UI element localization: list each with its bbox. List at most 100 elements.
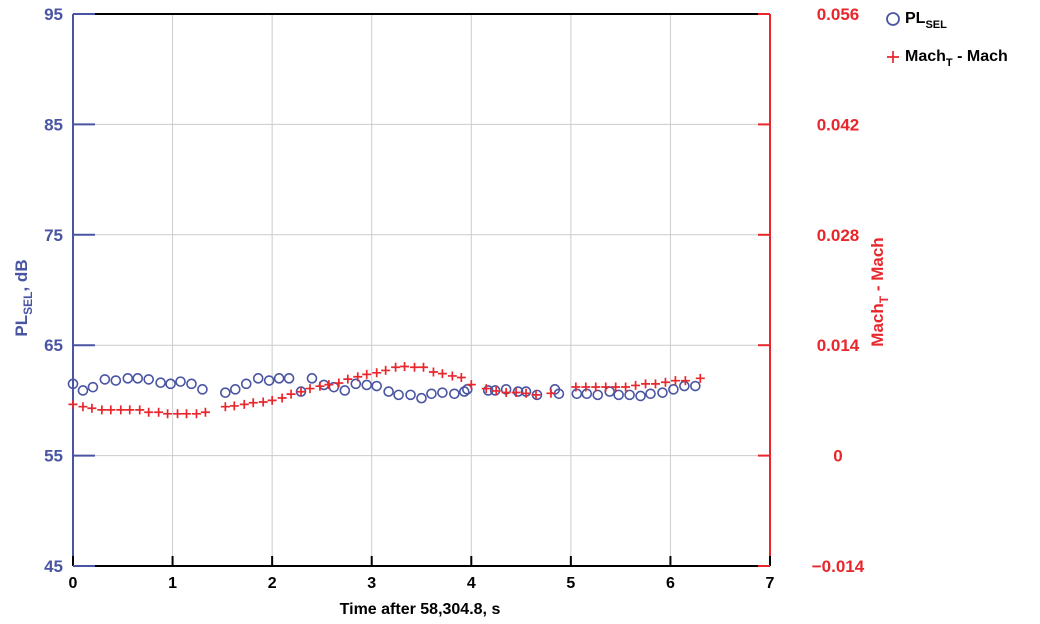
legend-marker-circle [886, 12, 900, 26]
data-point-pl-sel [393, 389, 404, 401]
data-point-pl-sel [645, 388, 656, 400]
x-tick-label: 4 [467, 575, 476, 592]
data-point-mach-diff [78, 402, 88, 412]
data-point-pl-sel [197, 384, 208, 395]
data-point-pl-sel [77, 385, 89, 396]
data-point-mach-diff [481, 384, 491, 394]
plot-frame [72, 13, 771, 567]
data-point-pl-sel [306, 373, 318, 384]
data-point-mach-diff [173, 409, 183, 419]
data-point-mach-diff [200, 407, 210, 417]
x-tick-label: 6 [666, 575, 675, 592]
data-point-mach-diff [650, 379, 660, 389]
data-point-mach-diff [116, 405, 126, 415]
data-point-mach-diff [437, 369, 447, 379]
data-point-pl-sel [679, 380, 690, 392]
y-right-label-sub: T [877, 295, 891, 303]
data-point-mach-diff [353, 372, 363, 382]
legend-2-sub: T [946, 57, 953, 69]
data-point-pl-sel [613, 389, 624, 401]
data-point-mach-diff [591, 382, 601, 392]
data-point-mach-diff [428, 367, 438, 377]
x-tick-label: 3 [367, 575, 376, 592]
data-point-mach-diff [501, 388, 511, 398]
data-point-pl-sel [668, 384, 679, 395]
data-point-pl-sel [512, 386, 524, 397]
data-point-mach-diff [68, 399, 78, 409]
legend-item-pl-sel [886, 12, 900, 26]
data-point-pl-sel [283, 373, 295, 384]
data-point-mach-diff [546, 388, 556, 398]
data-point-pl-sel [132, 373, 144, 384]
data-point-mach-diff [182, 409, 192, 419]
y-left-tick-label: 75 [44, 226, 63, 245]
y-left-tick-label: 95 [44, 5, 63, 24]
data-point-mach-diff [277, 393, 287, 403]
data-point-pl-sel [175, 376, 186, 387]
data-point-pl-sel [252, 373, 264, 384]
data-point-mach-diff [418, 362, 428, 372]
legend-1-sub: SEL [925, 19, 947, 31]
x-tick-label: 7 [766, 575, 775, 592]
data-point-pl-sel [657, 387, 668, 398]
series-mach-diff [68, 361, 705, 419]
data-point-mach-diff [680, 376, 690, 386]
data-point-pl-sel [273, 373, 285, 384]
data-point-pl-sel [186, 378, 197, 390]
data-point-pl-sel [383, 386, 394, 397]
data-point-mach-diff [229, 401, 239, 411]
data-point-mach-diff [400, 361, 410, 371]
data-point-mach-diff [581, 382, 591, 392]
data-point-mach-diff [163, 409, 173, 419]
data-point-pl-sel [122, 373, 134, 384]
data-point-pl-sel [592, 389, 604, 401]
data-point-pl-sel [690, 380, 701, 392]
data-point-pl-sel [87, 381, 99, 393]
data-point-pl-sel [437, 387, 448, 398]
y-axis-left-label: PLSEL, dB [12, 259, 35, 336]
data-point-mach-diff [296, 387, 306, 397]
data-point-mach-diff [391, 362, 401, 372]
data-point-pl-sel [240, 378, 252, 390]
data-point-mach-diff [97, 405, 107, 415]
data-point-mach-diff [466, 380, 476, 390]
data-point-pl-sel [99, 374, 111, 385]
data-point-mach-diff [125, 405, 135, 415]
series-pl-sel [67, 373, 701, 404]
data-point-pl-sel [220, 387, 231, 398]
data-point-mach-diff [220, 402, 230, 412]
data-point-pl-sel [263, 375, 275, 386]
data-point-mach-diff [248, 398, 258, 408]
y-left-label-rest: , dB [12, 259, 31, 291]
data-point-mach-diff [87, 403, 97, 413]
data-point-mach-diff [191, 409, 201, 419]
legend: PLSEL MachT - Mach [886, 10, 1008, 69]
data-point-pl-sel [405, 389, 416, 401]
x-tick-label: 1 [168, 575, 177, 592]
y-right-tick-label: 0 [833, 447, 842, 466]
data-point-pl-sel [110, 375, 122, 386]
data-point-mach-diff [324, 380, 334, 390]
data-point-mach-diff [106, 405, 116, 415]
legend-item-mach-diff [887, 51, 899, 63]
data-point-mach-diff [343, 374, 353, 384]
y-left-tick-label: 65 [44, 336, 63, 355]
data-point-pl-sel [635, 390, 646, 402]
data-point-pl-sel [581, 388, 593, 400]
data-point-mach-diff [456, 373, 466, 383]
y-right-tick-label: 0.014 [817, 336, 860, 355]
data-point-pl-sel [624, 389, 635, 401]
data-point-mach-diff [154, 407, 164, 417]
data-point-mach-diff [372, 368, 382, 378]
y-left-tick-label: 85 [44, 115, 63, 134]
data-point-pl-sel [371, 380, 382, 392]
y-axis-right-label: MachT - Mach [868, 237, 891, 346]
data-point-mach-diff [315, 381, 325, 391]
data-point-mach-diff [334, 378, 344, 388]
data-point-mach-diff [410, 362, 420, 372]
data-point-pl-sel [361, 379, 373, 391]
data-point-pl-sel [143, 374, 154, 385]
data-point-mach-diff [601, 382, 611, 392]
data-point-mach-diff [660, 377, 670, 387]
data-point-pl-sel [67, 378, 79, 390]
